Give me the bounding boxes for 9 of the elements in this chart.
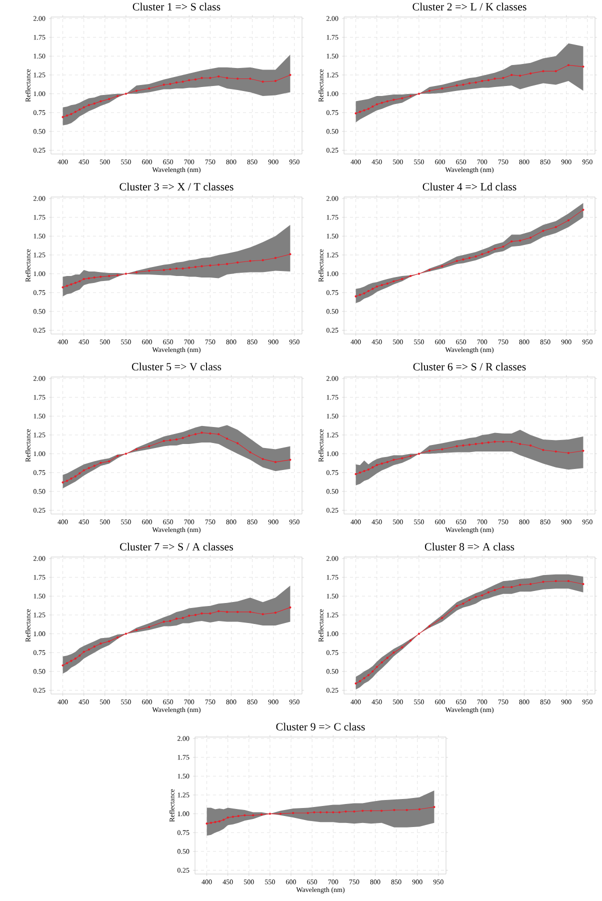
chart-title: Cluster 8 => A class: [424, 542, 514, 550]
chart-title: Cluster 2 => L / K classes: [412, 2, 526, 10]
chart-title: Cluster 5 => V class: [132, 362, 222, 370]
chart-title: Cluster 6 => S / R classes: [413, 362, 526, 370]
chart-title: Cluster 1 => S class: [132, 2, 220, 10]
chart-title: Cluster 7 => S / A classes: [120, 542, 234, 550]
chart-title: Cluster 3 => X / T classes: [120, 182, 234, 190]
chart-title: Cluster 9 => C class: [276, 722, 365, 730]
chart-title: Cluster 4 => Ld class: [422, 182, 516, 190]
